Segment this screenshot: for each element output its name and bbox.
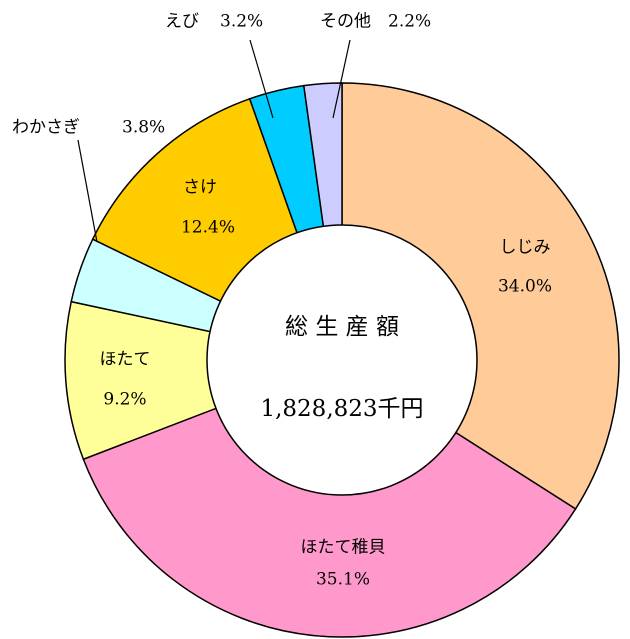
- slice-value-label: 2.2%: [388, 12, 431, 32]
- donut-hole: [206, 224, 478, 496]
- slice-value-label: 34.0%: [498, 277, 552, 297]
- slice: [82, 359, 577, 638]
- slice-value-label: 35.1%: [316, 570, 370, 590]
- leader-line: [249, 39, 274, 119]
- slice-label: しじみ: [500, 238, 551, 258]
- leader-line: [77, 139, 98, 243]
- slice-label: ほたて: [100, 350, 151, 370]
- slice-label: さけ: [183, 178, 217, 198]
- slice-label: わかさぎ: [12, 118, 80, 138]
- slice-label: えび: [165, 12, 199, 32]
- slice-value-label: 9.2%: [103, 390, 146, 410]
- center-title: 総 生 産 額: [285, 314, 399, 340]
- slice-value-label: 3.2%: [220, 12, 263, 32]
- center-value: 1,828,823千円: [260, 396, 423, 422]
- slice-value-label: 12.4%: [181, 218, 235, 238]
- slice-value-label: 3.8%: [122, 118, 165, 138]
- leader-line: [332, 39, 351, 119]
- slice-label: その他: [320, 12, 371, 32]
- slice-label: ほたて稚貝: [301, 538, 386, 558]
- slice: [64, 300, 345, 461]
